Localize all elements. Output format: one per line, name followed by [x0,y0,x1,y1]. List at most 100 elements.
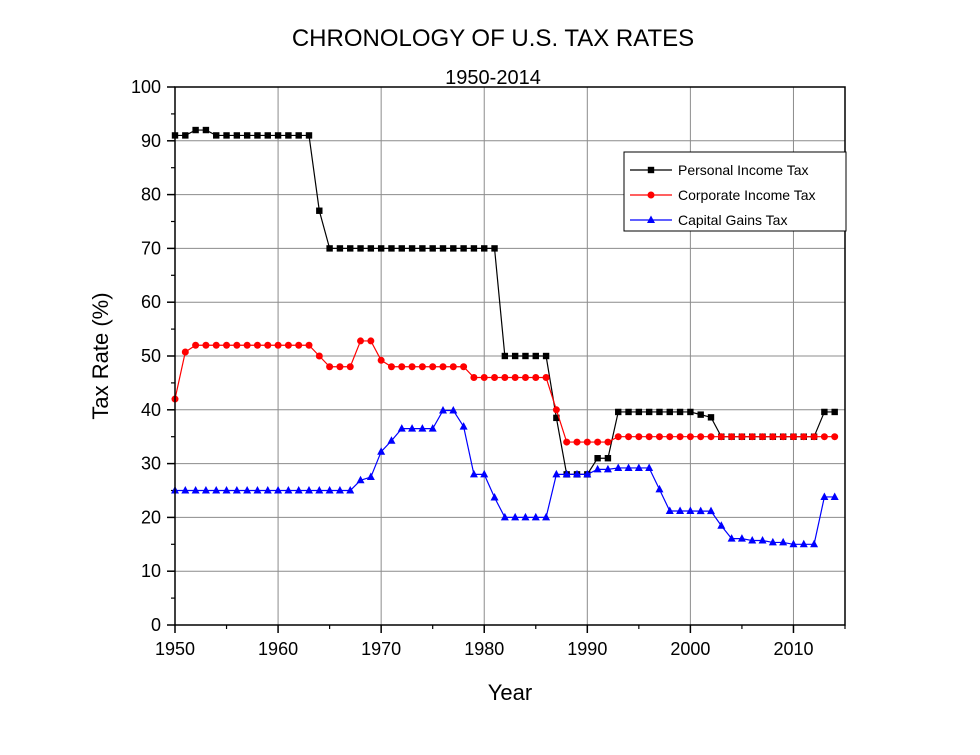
data-point-capital-gains-tax [222,486,231,494]
data-point-capital-gains-tax [397,424,406,432]
data-point-capital-gains-tax [387,436,396,444]
data-point-personal-income-tax [635,408,643,416]
x-tick-label: 1970 [361,639,401,659]
data-point-corporate-income-tax [243,341,251,349]
data-point-capital-gains-tax [614,463,623,471]
data-point-corporate-income-tax [233,341,241,349]
data-point-personal-income-tax [305,132,313,139]
data-point-capital-gains-tax [789,539,798,548]
x-tick-label: 2000 [670,639,710,659]
data-point-personal-income-tax [676,408,684,416]
data-point-personal-income-tax [285,132,292,139]
data-point-capital-gains-tax [676,506,685,514]
data-point-personal-income-tax [398,245,405,252]
data-point-personal-income-tax [615,408,622,416]
data-point-personal-income-tax [274,132,282,139]
data-point-capital-gains-tax [768,537,777,546]
data-point-personal-income-tax [656,408,663,416]
data-point-capital-gains-tax [253,486,262,494]
data-point-capital-gains-tax [655,484,664,493]
series-capital-gains-tax [171,405,839,548]
legend-label-personal-income-tax: Personal Income Tax [678,162,808,178]
data-point-corporate-income-tax [604,438,612,446]
data-point-personal-income-tax [831,408,838,416]
data-point-capital-gains-tax [624,463,633,471]
data-point-personal-income-tax [316,207,323,214]
data-point-corporate-income-tax [181,348,189,356]
data-point-capital-gains-tax [562,469,571,478]
data-point-corporate-income-tax [212,341,220,349]
data-point-corporate-income-tax [759,433,767,441]
data-point-personal-income-tax [377,245,385,252]
y-tick-label: 60 [141,292,161,312]
data-point-corporate-income-tax [408,363,416,371]
data-point-corporate-income-tax [284,341,292,349]
y-tick-label: 30 [141,454,161,474]
data-point-corporate-income-tax [542,374,550,382]
data-point-capital-gains-tax [418,424,427,432]
series-line-capital-gains-tax [175,409,835,545]
data-point-corporate-income-tax [552,406,560,414]
data-point-capital-gains-tax [500,512,509,521]
data-point-capital-gains-tax [439,405,447,414]
data-point-corporate-income-tax [594,438,602,446]
data-point-personal-income-tax [429,245,436,252]
data-point-personal-income-tax [542,352,550,360]
data-point-capital-gains-tax [480,469,489,478]
data-point-personal-income-tax [254,132,261,139]
data-point-capital-gains-tax [356,475,365,484]
data-point-personal-income-tax [532,352,539,360]
data-point-personal-income-tax [491,245,498,252]
y-tick-label: 20 [141,507,161,527]
data-point-capital-gains-tax [459,422,468,430]
data-point-capital-gains-tax [686,506,695,514]
y-tick-label: 0 [151,615,161,635]
data-point-capital-gains-tax [284,486,293,494]
axis-ticks: 1950 1960 1970 1980 1990 2000 2010 0 10 20 30 40 50 6… [131,77,846,659]
x-tick-label: 1990 [567,639,607,659]
data-point-capital-gains-tax [810,539,819,548]
data-point-personal-income-tax [388,245,395,252]
data-point-capital-gains-tax [779,537,788,546]
data-point-capital-gains-tax [408,424,417,432]
data-point-corporate-income-tax [202,341,210,349]
data-point-corporate-income-tax [820,433,828,441]
data-point-corporate-income-tax [295,341,303,349]
data-point-corporate-income-tax [470,374,478,382]
data-point-personal-income-tax [481,245,488,252]
data-point-capital-gains-tax [212,486,221,494]
data-point-capital-gains-tax [428,424,437,432]
data-point-corporate-income-tax [501,374,509,382]
data-point-personal-income-tax [213,132,220,139]
data-point-corporate-income-tax [521,374,529,382]
data-point-capital-gains-tax [490,492,499,501]
data-point-corporate-income-tax [192,341,200,349]
data-point-personal-income-tax [645,408,653,416]
data-point-personal-income-tax [192,126,199,134]
x-tick-label: 2010 [773,639,813,659]
data-point-capital-gains-tax [201,486,210,494]
data-point-personal-income-tax [625,408,632,416]
data-point-personal-income-tax [347,245,354,252]
chart-title: CHRONOLOGY OF U.S. TAX RATES [292,25,694,52]
data-point-corporate-income-tax [418,363,426,371]
data-point-personal-income-tax [357,245,364,252]
legend-label-corporate-income-tax: Corporate Income Tax [678,187,815,203]
data-point-corporate-income-tax [439,363,447,371]
data-point-corporate-income-tax [789,433,797,441]
data-point-capital-gains-tax [552,469,561,478]
data-point-capital-gains-tax [583,469,592,478]
data-point-corporate-income-tax [769,433,777,441]
data-point-personal-income-tax [202,126,210,134]
data-point-capital-gains-tax [542,512,551,521]
plot-frame [174,86,846,626]
data-point-capital-gains-tax [315,486,324,494]
data-point-capital-gains-tax [511,512,520,521]
data-point-corporate-income-tax [460,363,468,371]
data-point-personal-income-tax [697,411,704,418]
data-point-capital-gains-tax [325,486,334,494]
y-tick-label: 80 [141,185,161,205]
data-point-capital-gains-tax [696,506,705,515]
data-point-capital-gains-tax [707,506,715,515]
data-point-personal-income-tax [707,414,715,421]
